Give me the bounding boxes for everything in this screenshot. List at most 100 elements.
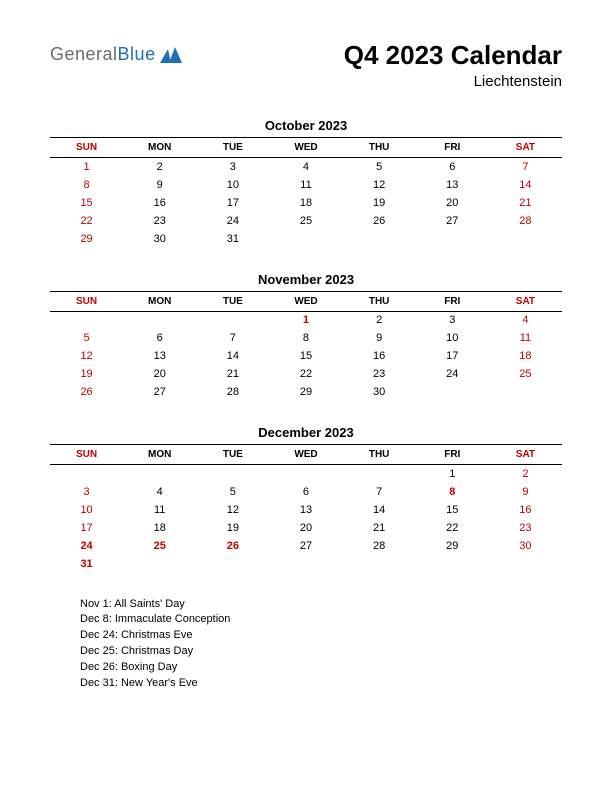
calendar-cell: 16: [123, 194, 196, 212]
calendar-cell: 24: [196, 212, 269, 230]
calendar-cell: 8: [416, 483, 489, 501]
day-header: SUN: [50, 445, 123, 465]
calendar-cell: 21: [343, 519, 416, 537]
calendar-cell: 2: [123, 158, 196, 176]
calendar-cell: 16: [489, 501, 562, 519]
calendar-cell: 22: [269, 365, 342, 383]
month-title: October 2023: [50, 118, 562, 133]
day-header: SAT: [489, 138, 562, 158]
calendar-cell: [343, 465, 416, 483]
calendar-cell: 12: [343, 176, 416, 194]
logo-mark-icon: [160, 47, 182, 63]
calendar-cell: 8: [269, 329, 342, 347]
calendar-row: 12: [50, 465, 562, 483]
calendar-cell: 23: [343, 365, 416, 383]
logo: GeneralBlue: [50, 44, 182, 65]
month: October 2023SUNMONTUEWEDTHUFRISAT1234567…: [50, 118, 562, 248]
day-header: THU: [343, 138, 416, 158]
day-header: TUE: [196, 138, 269, 158]
header: GeneralBlue Q4 2023 Calendar Liechtenste…: [50, 40, 562, 90]
holiday-item: Nov 1: All Saints' Day: [80, 597, 562, 613]
calendar-row: 293031: [50, 230, 562, 248]
month: December 2023SUNMONTUEWEDTHUFRISAT123456…: [50, 425, 562, 573]
calendar-cell: 2: [343, 311, 416, 329]
day-header: TUE: [196, 291, 269, 311]
calendar-cell: 24: [50, 537, 123, 555]
calendar-cell: 1: [416, 465, 489, 483]
calendar-cell: [416, 555, 489, 573]
day-header: FRI: [416, 291, 489, 311]
calendar-table: SUNMONTUEWEDTHUFRISAT1234567891011121314…: [50, 291, 562, 402]
calendar-table: SUNMONTUEWEDTHUFRISAT1234567891011121314…: [50, 137, 562, 248]
day-header: MON: [123, 291, 196, 311]
calendar-cell: 15: [416, 501, 489, 519]
calendar-cell: [123, 465, 196, 483]
calendar-cell: 14: [489, 176, 562, 194]
day-header: THU: [343, 291, 416, 311]
month-title: December 2023: [50, 425, 562, 440]
day-header: WED: [269, 445, 342, 465]
calendar-cell: 20: [123, 365, 196, 383]
calendar-cell: 1: [269, 311, 342, 329]
calendar-row: 31: [50, 555, 562, 573]
calendar-row: 891011121314: [50, 176, 562, 194]
calendar-row: 12131415161718: [50, 347, 562, 365]
day-header: SUN: [50, 291, 123, 311]
calendar-cell: 4: [123, 483, 196, 501]
calendar-cell: 23: [489, 519, 562, 537]
calendar-cell: 27: [416, 212, 489, 230]
calendar-cell: 11: [489, 329, 562, 347]
calendar-cell: 15: [269, 347, 342, 365]
calendar-cell: 4: [269, 158, 342, 176]
calendar-cell: 2: [489, 465, 562, 483]
holiday-item: Dec 31: New Year's Eve: [80, 676, 562, 692]
calendar-cell: 11: [123, 501, 196, 519]
calendar-cell: 25: [123, 537, 196, 555]
day-header: WED: [269, 138, 342, 158]
calendar-cell: 21: [196, 365, 269, 383]
calendar-cell: 7: [343, 483, 416, 501]
calendar-cell: 8: [50, 176, 123, 194]
calendar-cell: [269, 230, 342, 248]
holiday-item: Dec 8: Immaculate Conception: [80, 612, 562, 628]
logo-text-general: General: [50, 44, 118, 64]
day-header: THU: [343, 445, 416, 465]
holiday-item: Dec 26: Boxing Day: [80, 660, 562, 676]
calendar-cell: 30: [343, 383, 416, 401]
calendar-cell: 21: [489, 194, 562, 212]
calendar-cell: [416, 230, 489, 248]
day-header: MON: [123, 138, 196, 158]
calendar-cell: [123, 555, 196, 573]
calendar-row: 22232425262728: [50, 212, 562, 230]
calendar-cell: 5: [196, 483, 269, 501]
calendar-cell: 28: [489, 212, 562, 230]
calendar-cell: 20: [269, 519, 342, 537]
calendar-row: 3456789: [50, 483, 562, 501]
calendar-cell: 9: [343, 329, 416, 347]
calendar-cell: 6: [269, 483, 342, 501]
calendar-cell: [343, 230, 416, 248]
calendar-cell: 26: [50, 383, 123, 401]
day-header: WED: [269, 291, 342, 311]
calendar-cell: 25: [269, 212, 342, 230]
calendar-cell: 1: [50, 158, 123, 176]
calendar-cell: 28: [343, 537, 416, 555]
calendar-cell: 4: [489, 311, 562, 329]
calendar-cell: 7: [196, 329, 269, 347]
calendar-row: 567891011: [50, 329, 562, 347]
calendar-row: 2627282930: [50, 383, 562, 401]
day-header: FRI: [416, 138, 489, 158]
page-subtitle: Liechtenstein: [344, 73, 562, 90]
calendar-cell: 10: [416, 329, 489, 347]
calendar-cell: [196, 311, 269, 329]
calendar-cell: 6: [123, 329, 196, 347]
calendar-cell: 18: [269, 194, 342, 212]
calendar-cell: [196, 555, 269, 573]
calendar-cell: 16: [343, 347, 416, 365]
calendar-cell: 27: [269, 537, 342, 555]
holidays-list: Nov 1: All Saints' DayDec 8: Immaculate …: [80, 597, 562, 693]
calendar-cell: 26: [343, 212, 416, 230]
calendar-row: 19202122232425: [50, 365, 562, 383]
calendar-cell: 22: [50, 212, 123, 230]
month: November 2023SUNMONTUEWEDTHUFRISAT123456…: [50, 272, 562, 402]
